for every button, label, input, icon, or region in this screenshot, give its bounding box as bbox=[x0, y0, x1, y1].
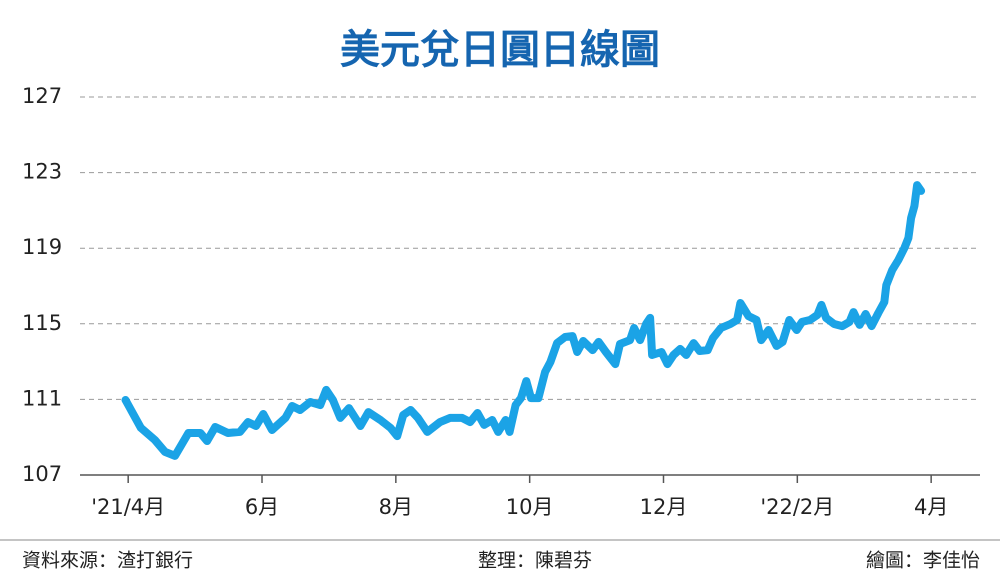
y-tick-label: 127 bbox=[22, 84, 62, 108]
footer-artist: 繪圖：李佳怡 bbox=[866, 550, 980, 572]
y-tick-label: 123 bbox=[22, 160, 62, 184]
x-tick-label: '21/4月 bbox=[91, 495, 165, 519]
line bbox=[121, 181, 926, 460]
x-tick-label: 4月 bbox=[914, 495, 948, 519]
y-tick-label: 107 bbox=[22, 462, 62, 486]
x-tick-label: 12月 bbox=[640, 495, 688, 519]
x-tick-label: 6月 bbox=[245, 495, 279, 519]
x-tick-label: 8月 bbox=[379, 495, 413, 519]
y-tick-label: 115 bbox=[22, 311, 62, 335]
x-tick-label: 10月 bbox=[506, 495, 554, 519]
chart-title: 美元兌日圓日線圖 bbox=[340, 27, 660, 73]
footer-editor: 整理：陳碧芬 bbox=[478, 550, 592, 572]
y-tick-label: 111 bbox=[22, 386, 62, 410]
y-tick-label: 119 bbox=[22, 235, 62, 259]
footer-source: 資料來源：渣打銀行 bbox=[22, 550, 193, 572]
x-tick-label: '22/2月 bbox=[760, 495, 834, 519]
